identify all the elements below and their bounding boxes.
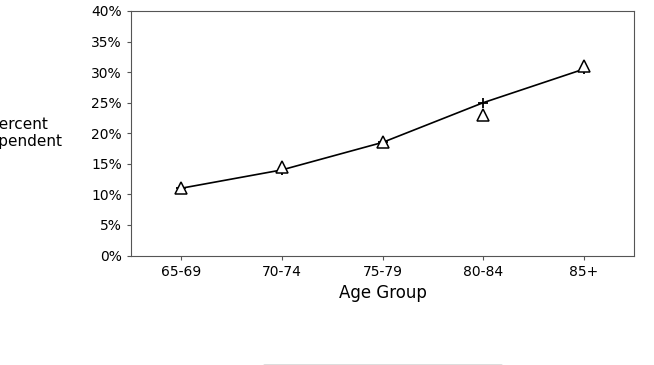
X-axis label: Age Group: Age Group	[339, 284, 426, 302]
Text: Percent
Dependent: Percent Dependent	[0, 117, 62, 149]
